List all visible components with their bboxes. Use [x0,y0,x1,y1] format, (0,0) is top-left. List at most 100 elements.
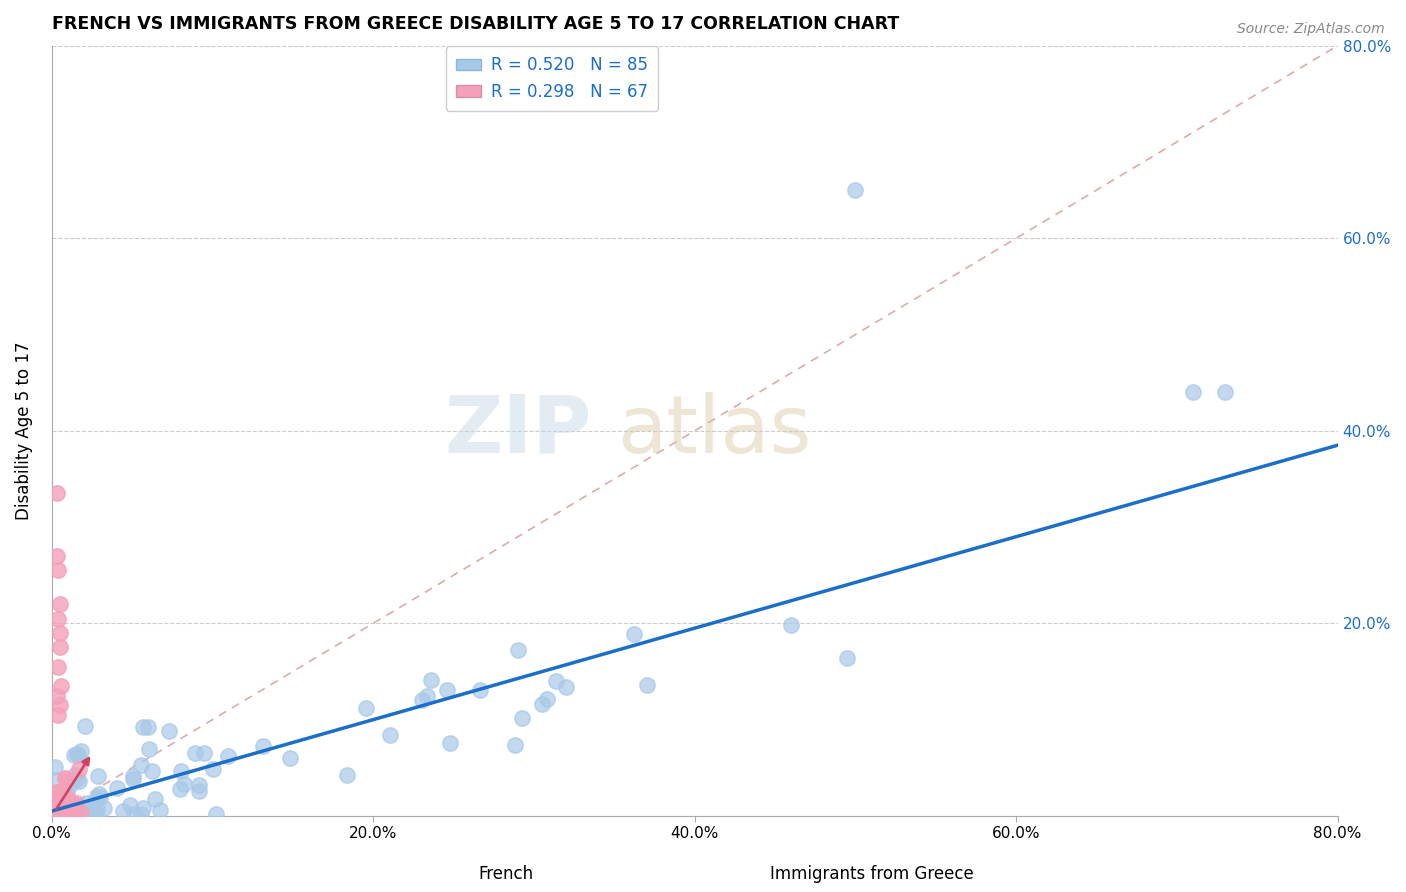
Point [157,723,180,738]
Point [52,807,75,822]
Point [42,807,65,822]
Point [66,772,89,787]
Point [42,807,65,822]
Point [138,741,160,756]
Point [55,773,77,788]
Point [779,618,801,632]
Point [470,683,492,698]
Point [169,781,191,796]
Point [122,807,145,822]
Point [129,807,152,822]
Point [136,720,159,734]
Point [51,798,73,813]
Point [86,802,108,816]
Point [415,689,437,703]
Point [42,807,65,822]
Point [122,772,145,786]
Point [93,801,115,815]
Point [503,739,526,753]
Point [149,803,172,817]
Point [49,798,72,813]
Y-axis label: Disability Age 5 to 17: Disability Age 5 to 17 [15,342,32,520]
Point [49,800,72,814]
Point [510,711,533,725]
Point [60,777,83,791]
Point [46,807,69,822]
Point [193,746,215,760]
Point [184,746,207,760]
Legend: R = 0.520   N = 85, R = 0.298   N = 67: R = 0.520 N = 85, R = 0.298 N = 67 [446,46,658,111]
Point [63,768,86,782]
Point [188,784,211,798]
Point [46,707,69,722]
Point [45,807,67,822]
Point [1213,385,1236,400]
Point [79,807,101,822]
Point [52,807,75,822]
Point [76,804,98,818]
Point [42,805,65,819]
Point [436,682,458,697]
Point [56,807,79,822]
Point [87,788,110,802]
Point [378,729,401,743]
Point [53,782,76,797]
Point [56,786,79,800]
Point [42,791,65,805]
Point [49,597,72,611]
Point [51,679,73,693]
Point [62,747,84,762]
Point [536,691,558,706]
Point [52,807,75,822]
Point [86,769,108,783]
Point [49,698,72,713]
Point [48,807,70,822]
Point [66,807,89,822]
Point [66,807,89,822]
Point [278,751,301,765]
Point [45,772,67,787]
Point [46,795,69,809]
Point [835,651,858,665]
Point [42,807,65,822]
Point [1181,385,1204,400]
Point [60,805,83,819]
Point [44,805,66,819]
Point [411,692,433,706]
Point [623,627,645,641]
Point [55,789,77,803]
Point [844,183,866,197]
Point [132,720,155,734]
Point [49,626,72,640]
Point [42,792,65,806]
Point [44,759,66,773]
Point [252,739,274,753]
Point [217,749,239,764]
Point [42,807,65,822]
Point [45,549,67,563]
Text: ZIP: ZIP [444,392,592,470]
Point [508,643,530,657]
Point [420,673,443,688]
Point [63,807,86,822]
Point [46,611,69,625]
Point [42,786,65,800]
Point [354,701,377,715]
Point [44,793,66,807]
Point [42,800,65,814]
Point [42,801,65,815]
Point [531,697,554,711]
Point [65,796,87,810]
Point [67,748,90,763]
Point [336,767,359,781]
Point [173,777,195,791]
Point [51,783,73,797]
Point [45,689,67,703]
Point [45,785,67,799]
Text: French: French [478,864,534,882]
Point [42,807,65,822]
Point [46,791,69,805]
Point [58,791,80,805]
Point [45,794,67,808]
Point [77,796,100,810]
